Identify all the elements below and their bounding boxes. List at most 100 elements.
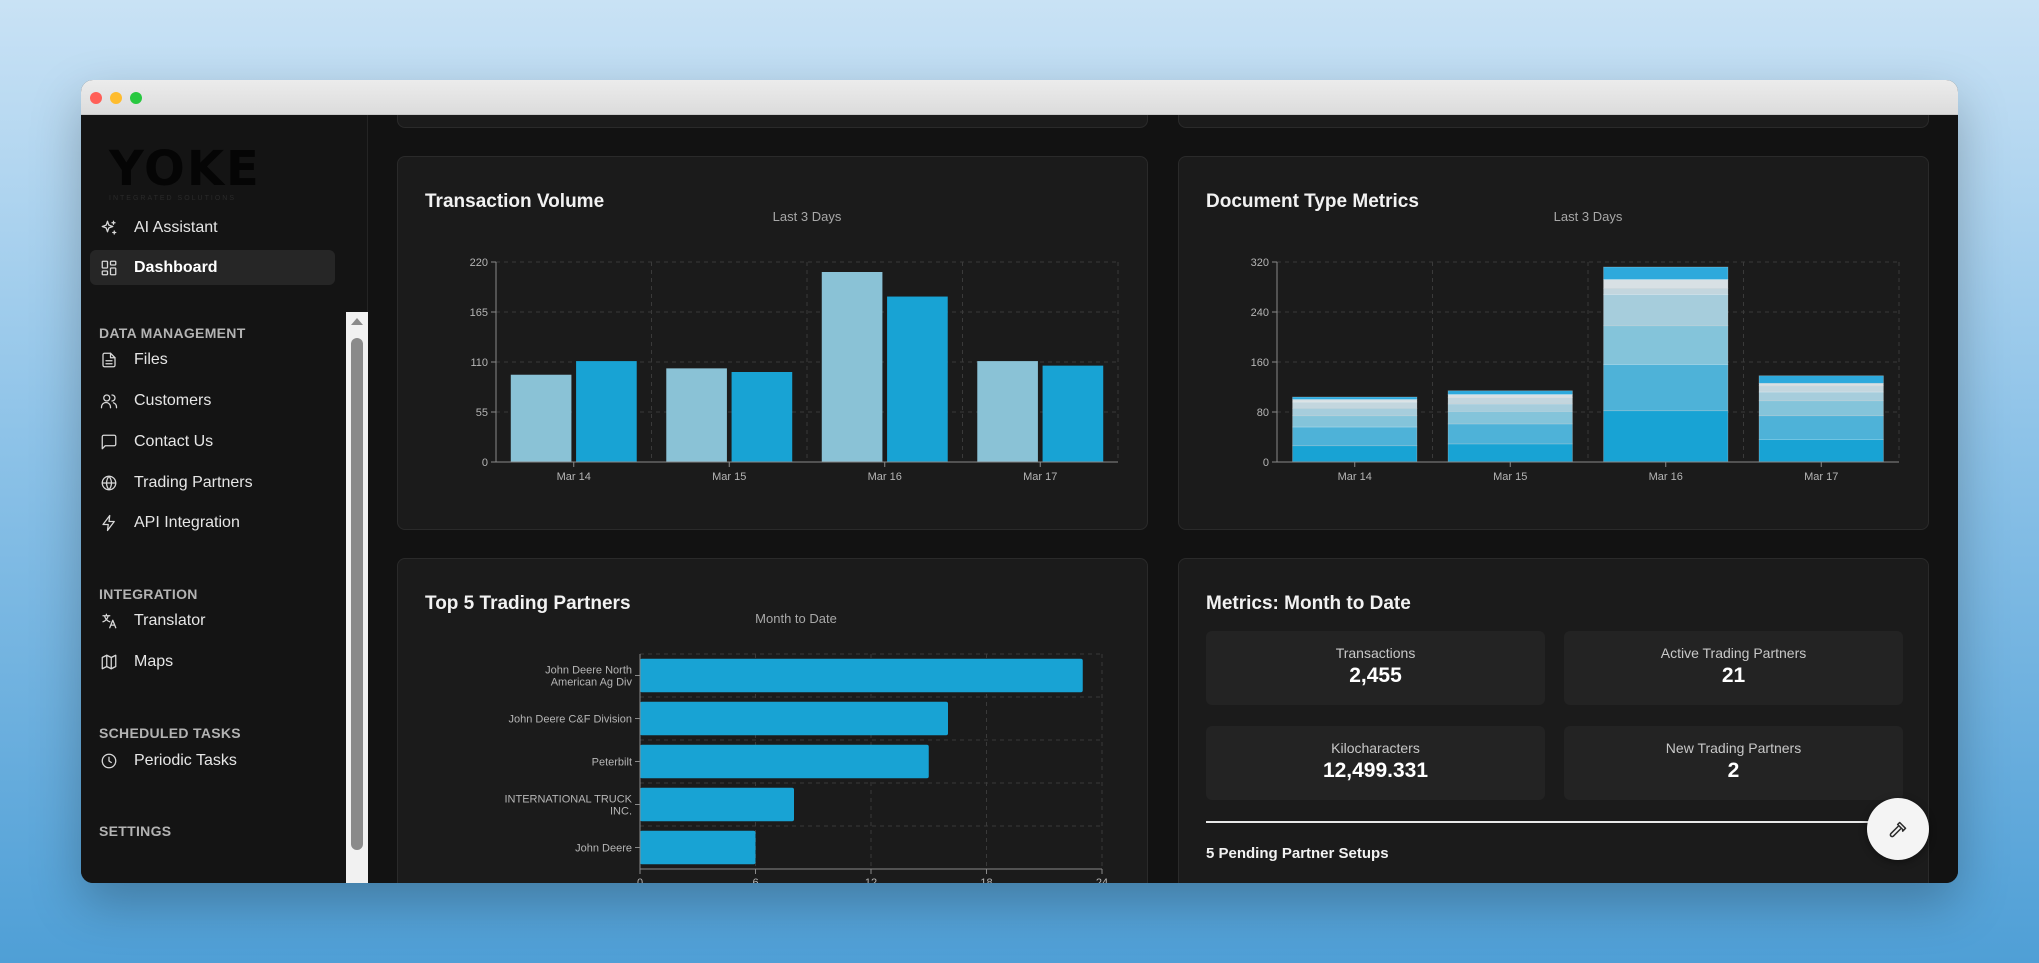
card-title: Top 5 Trading Partners [425,593,631,614]
maximize-window-button[interactable] [130,92,142,104]
sidebar-item-maps[interactable]: Maps [90,644,335,679]
chart-subtitle: Month to Date [755,611,837,626]
metric-kilocharacters: Kilocharacters 12,499.331 [1206,726,1545,800]
message-icon [99,432,119,452]
y-tick-label: 220 [470,257,488,269]
bar [1042,365,1104,462]
y-tick-label: 240 [1251,307,1269,319]
y-tick-label: 110 [470,357,488,369]
sidebar-item-trading-partners[interactable]: Trading Partners [90,465,335,500]
metrics-divider [1206,821,1890,823]
sidebar-scrollbar[interactable] [346,312,368,883]
section-title-scheduled-tasks: SCHEDULED TASKS [99,725,241,741]
stacked-bar-segment [1292,426,1418,447]
stacked-bar-segment [1603,410,1729,463]
card-top-left-partial [397,115,1148,128]
close-window-button[interactable] [90,92,102,104]
y-tick-label-line: Peterbilt [592,757,632,769]
sidebar-item-periodic-tasks[interactable]: Periodic Tasks [90,743,335,778]
sidebar-item-label: Translator [134,611,206,629]
sidebar-item-api-integration[interactable]: API Integration [90,505,335,540]
chart-subtitle: Last 3 Days [773,209,842,224]
stacked-bar-segment [1758,439,1884,463]
sidebar-item-contact-us[interactable]: Contact Us [90,424,335,459]
card-top-right-partial [1178,115,1929,128]
sidebar-item-label: Files [134,350,168,368]
metric-label: New Trading Partners [1665,740,1802,756]
x-tick-label: Mar 15 [712,471,746,483]
y-tick-label-line: American Ag Div [551,677,633,689]
x-tick-label: 6 [752,877,758,883]
y-tick-label-line: INTERNATIONAL TRUCK [504,794,632,806]
x-tick-label: Mar 14 [557,471,591,483]
bar [887,296,948,462]
logo-text: YOKE [109,141,261,197]
sidebar-item-label: Contact Us [134,432,214,450]
stacked-bar-segment [1603,287,1729,295]
sidebar-item-label: Dashboard [134,258,218,276]
y-tick-label: 165 [470,307,488,319]
y-tick-label: 0 [1263,457,1269,469]
bar [640,744,929,779]
scroll-up-arrow-icon[interactable] [351,318,363,325]
stacked-bar-segment [1758,400,1884,417]
stacked-bar-segment [1603,294,1729,327]
y-tick-label: 160 [1251,357,1269,369]
y-tick-label: 80 [1257,407,1269,419]
x-tick-label: Mar 16 [868,471,902,483]
stacked-bar-segment [1447,390,1573,395]
sidebar-item-translator[interactable]: Translator [90,603,335,638]
pending-partner-setups[interactable]: 5 Pending Partner Setups [1206,845,1389,862]
y-tick-label-line: INC. [610,806,632,818]
metric-transactions: Transactions 2,455 [1206,631,1545,705]
card-title: Metrics: Month to Date [1206,593,1411,614]
sidebar-item-files[interactable]: Files [90,342,335,377]
x-tick-label: Mar 17 [1023,471,1057,483]
stacked-bar-segment [1603,364,1729,412]
section-title-data-management: DATA MANAGEMENT [99,325,246,341]
stacked-bar-segment [1758,375,1884,384]
bar [977,361,1038,462]
card-title: Transaction Volume [425,191,605,212]
card-transaction-volume: Transaction Volume Last 3 Days 0 55 110 165 2… [397,156,1148,530]
stacked-bar-segment [1603,266,1729,280]
minimize-window-button[interactable] [110,92,122,104]
sidebar-item-label: Customers [134,391,212,409]
sidebar-item-ai-assistant[interactable]: AI Assistant [90,210,335,245]
y-tick-label: John Deere C&F Division [509,714,633,726]
stacked-bar-segment [1447,397,1573,405]
sidebar-item-label: Trading Partners [134,473,253,491]
sidebar-item-label: Maps [134,652,174,670]
bar [576,361,637,462]
metric-value: 21 [1721,664,1746,687]
y-tick-label: John Deere North American Ag Div [545,665,632,689]
stacked-bar-segment [1603,325,1729,365]
x-tick-label: 12 [865,877,877,883]
card-top-trading-partners: Top 5 Trading Partners Month to Date 0 6 12… [397,558,1148,883]
stacked-bar-segment [1758,415,1884,440]
sidebar-item-dashboard[interactable]: Dashboard [90,250,335,285]
chart-subtitle: Last 3 Days [1554,209,1623,224]
y-tick-label-line: John Deere [575,843,632,855]
stacked-bar-segment [1292,415,1418,428]
card-metrics-month-to-date: Metrics: Month to Date Transactions 2,45… [1178,558,1929,883]
y-tick-label: Peterbilt [592,757,632,769]
tools-fab-button[interactable] [1867,798,1929,860]
brand-logo[interactable]: YOKE INTEGRATED SOLUTIONS [109,145,261,202]
hammer-icon [1889,821,1907,838]
stacked-bar-segment [1292,399,1418,403]
y-tick-label: John Deere [575,843,632,855]
x-tick-label: Mar 15 [1493,471,1527,483]
dashboard-icon [99,258,119,278]
metric-value: 12,499.331 [1322,759,1429,782]
logo-subtitle: INTEGRATED SOLUTIONS [109,195,236,202]
metric-new-trading-partners: New Trading Partners 2 [1564,726,1903,800]
stacked-bar-segment [1447,411,1573,425]
stacked-bar-segment [1447,423,1573,445]
users-icon [99,391,119,411]
sidebar-item-customers[interactable]: Customers [90,383,335,418]
section-title-integration: INTEGRATION [99,586,198,602]
scrollbar-thumb[interactable] [351,338,363,850]
card-document-type-metrics: Document Type Metrics Last 3 Days 0 80 160 2… [1178,156,1929,530]
app-window: YOKE INTEGRATED SOLUTIONS AI Assistant D… [81,80,1958,883]
